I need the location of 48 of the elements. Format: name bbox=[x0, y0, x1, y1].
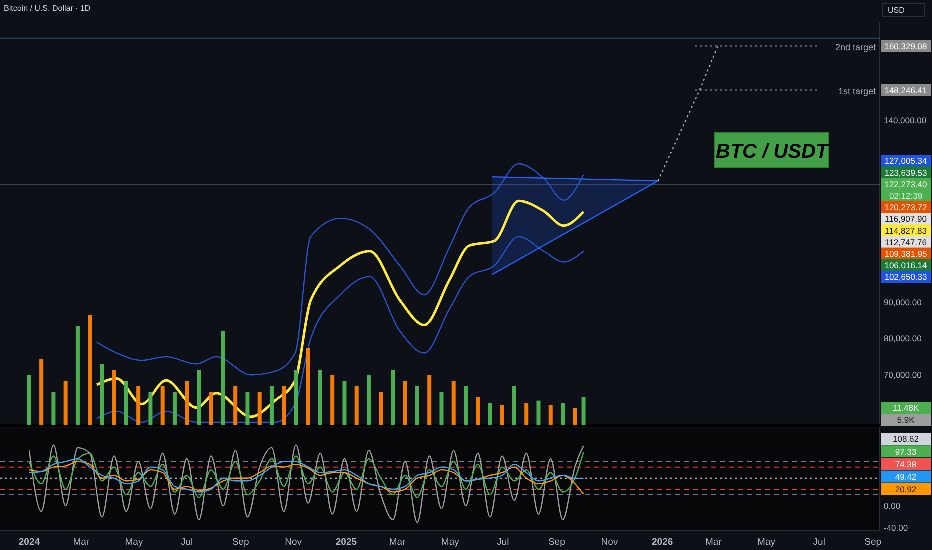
text: 127,005.34 bbox=[884, 156, 928, 166]
text: 102,650.33 bbox=[884, 272, 928, 282]
x-tick-label: Jul bbox=[497, 537, 510, 548]
y-tick-label: 80,000.00 bbox=[884, 334, 922, 344]
y-tick-label: -40.00 bbox=[884, 523, 908, 534]
y-axis-title: USD bbox=[888, 6, 906, 15]
y-tick-label: 90,000.00 bbox=[884, 297, 922, 308]
text: 109,381.95 bbox=[884, 249, 928, 259]
x-tick-label: Mar bbox=[73, 537, 90, 548]
x-tick-label: Sep bbox=[864, 537, 882, 548]
text: 5.9K bbox=[897, 415, 916, 426]
x-tick-label: 2024 bbox=[18, 537, 41, 548]
text: 49.42 bbox=[895, 472, 917, 482]
x-tick-label: Nov bbox=[285, 537, 302, 548]
y-tick-label: 0.00 bbox=[884, 501, 901, 512]
chart-title: Bitcoin / U.S. Dollar · 1D bbox=[4, 4, 91, 13]
text: 120,273.72 bbox=[884, 202, 928, 213]
ref-line-label: 2nd target bbox=[835, 42, 876, 52]
x-tick-label: May bbox=[758, 537, 776, 548]
x-tick-label: May bbox=[125, 537, 144, 548]
x-tick-label: Mar bbox=[389, 537, 406, 548]
text: 11.48K bbox=[892, 403, 920, 414]
x-tick-label: Jul bbox=[813, 537, 826, 548]
y-tick-label: 140,000.00 bbox=[884, 115, 927, 126]
text: 74.38 bbox=[895, 459, 917, 470]
x-tick-label: 2025 bbox=[336, 537, 358, 548]
x-tick-label: Nov bbox=[601, 537, 618, 548]
x-tick-label: May bbox=[441, 537, 460, 548]
x-tick-label: 2026 bbox=[652, 537, 674, 548]
text: 122,273.40 bbox=[884, 179, 928, 190]
text: 108.62 bbox=[893, 434, 920, 444]
x-tick-label: Mar bbox=[706, 537, 722, 548]
y-tick-label: 70,000.00 bbox=[884, 370, 922, 380]
x-tick-label: Jul bbox=[181, 537, 194, 548]
text: 116,907.90 bbox=[885, 214, 928, 224]
text: 20.92 bbox=[895, 484, 917, 495]
x-tick-label: Sep bbox=[548, 537, 566, 548]
text: 148,246.41 bbox=[884, 85, 928, 96]
text: 02:12:39 bbox=[889, 191, 923, 201]
text: 112,747.76 bbox=[885, 237, 928, 248]
annotation: BTC / USDT bbox=[716, 141, 830, 163]
text: 123,639.53 bbox=[884, 168, 928, 178]
ref-line-label: 1st target bbox=[838, 86, 876, 96]
text: 114,827.83 bbox=[885, 226, 928, 236]
text: 160,329.08 bbox=[884, 41, 928, 52]
text: 97.33 bbox=[895, 446, 917, 457]
x-tick-label: Sep bbox=[232, 537, 250, 548]
text: 106,016.14 bbox=[884, 260, 928, 271]
